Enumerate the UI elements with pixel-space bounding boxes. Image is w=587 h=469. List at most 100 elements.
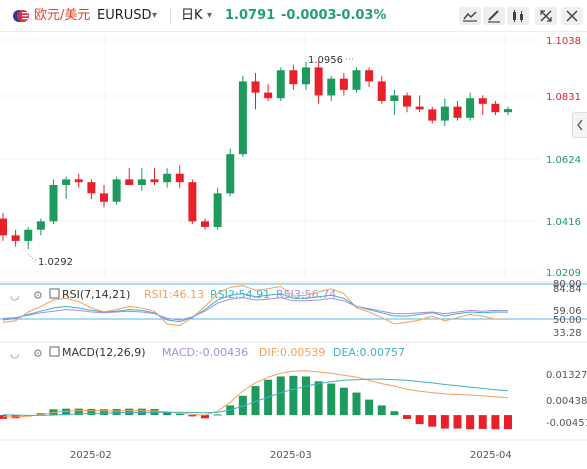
chevron-left-icon [577,119,583,131]
collapse-panel-button[interactable] [572,112,587,138]
macd-bar [377,405,386,416]
macd-axis-label: 0.00438 [546,396,587,407]
fullscreen-button[interactable] [535,7,557,25]
candle-body [453,106,462,118]
rsi1-value: RSI1:46.13 [144,288,204,301]
rsi-axis-label: 50.00 [553,315,582,326]
macd-bar [466,415,475,430]
macd-bar [100,409,108,416]
macd-bar [403,415,411,419]
rsi-axis-label: 84.84 [553,284,582,295]
rsi-line-rsi3 [2,297,509,321]
candle-body [226,154,235,194]
rsi-line-rsi1 [2,285,509,327]
pair-code[interactable]: EURUSD [97,8,152,23]
checkbox-icon[interactable] [49,288,60,299]
macd-value: MACD:-0.00436 [162,346,248,359]
dea-value: DEA:0.00757 [333,346,405,359]
price-label: 1.1038 [546,36,581,47]
macd-bar [238,395,247,416]
macd-bar [289,375,298,416]
macd-bar [302,376,310,416]
candle-body [440,106,449,121]
macd-bar [440,415,449,429]
draw-tool-button[interactable] [483,7,505,25]
eye-icon[interactable]: ◡ [10,289,20,302]
candle-body [49,184,58,222]
candle-body [0,218,7,236]
time-axis: 2025-02 2025-03 2025-04 [70,450,512,461]
candle-body [403,95,411,107]
line-chart-icon [463,11,477,22]
chart-canvas[interactable]: 1.1038 1.0831 1.0624 1.0416 1.0209 1.095… [0,32,587,469]
candle-body [339,78,348,90]
candle-body [276,70,285,99]
candle-body [238,81,247,155]
dropdown-caret-icon[interactable]: ▾ [152,10,158,21]
candle-body [175,173,184,183]
macd-bar [74,408,83,416]
gear-icon[interactable]: ⚙ [33,289,43,302]
macd-bar [175,413,184,416]
macd-bar [365,399,374,416]
candle-body [491,103,500,113]
eye-icon[interactable]: ◡ [10,347,20,360]
macd-bar [163,411,172,416]
candle-body [100,193,108,202]
close-button[interactable] [561,7,583,25]
pair-name-cn[interactable]: 欧元/美元 [34,8,91,23]
candle-body [36,221,45,230]
rsi-axis: 80.00 84.84 59.06 50.00 33.28 [553,279,582,339]
dif-value: DIF:0.00539 [259,346,325,359]
candle-body [251,81,260,93]
candle-body [62,179,71,185]
macd-bar [62,408,71,416]
candle-body [150,179,159,183]
rsi-axis-label: 33.28 [553,328,582,339]
line-chart-button[interactable] [459,7,481,25]
candle-body [390,95,399,102]
macd-axis-label: 0.01327 [546,370,587,381]
high-annotation: 1.0956 [308,55,354,66]
macd-bar [478,415,487,429]
macd-axis: 0.01327 0.00438 -0.00451 [546,370,587,429]
price-label: 1.0209 [546,268,581,279]
macd-bar [251,386,260,416]
macd-line-dif [2,370,509,418]
candle-type-button[interactable] [507,7,529,25]
macd-bar [453,415,462,429]
rsi-axis-label: 80.00 [553,279,582,290]
time-label: 2025-03 [270,450,312,461]
main-grid [0,32,540,282]
macd-bar [276,376,285,416]
macd-bar [137,408,146,416]
rsi-title: RSI(7,14,21) [62,288,130,301]
macd-bar [390,411,399,416]
low-annotation: 1.0292 [27,253,73,268]
checkbox-icon[interactable] [49,346,60,357]
candle-body [87,182,96,194]
separator [170,8,171,24]
macd-title: MACD(12,26,9) [62,346,146,359]
timeframe-label[interactable]: 日K [181,8,203,23]
macd-line-dea [2,378,509,416]
macd-bar [415,415,424,425]
fullscreen-icon [540,10,552,22]
candle-body [352,70,361,90]
gear-icon[interactable]: ⚙ [33,347,43,360]
rsi-axis-label: 59.06 [553,306,582,317]
price-change: -0.0003 [281,8,337,23]
close-icon [566,10,578,22]
price-label: 1.0831 [546,92,581,103]
candle-body [213,193,222,227]
time-label: 2025-02 [70,450,112,461]
candle-body [466,98,475,118]
timeframe-caret-icon[interactable]: ▾ [207,10,213,21]
candle-body [428,109,437,121]
macd-bar [428,415,437,427]
rsi-lines [2,285,509,327]
high-label: 1.0956 [308,55,343,66]
candle-body [112,179,121,202]
macd-bar [188,415,197,417]
candle-body [74,179,83,183]
